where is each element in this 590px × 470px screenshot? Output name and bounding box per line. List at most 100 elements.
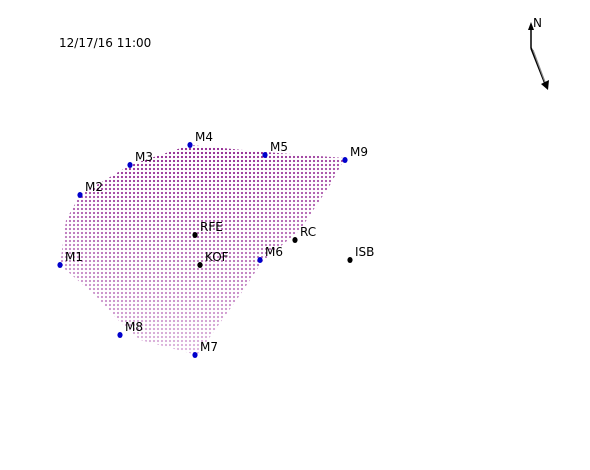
grid-point (196, 255, 200, 259)
grid-point (92, 247, 96, 251)
grid-point (332, 279, 336, 283)
grid-point (148, 351, 152, 355)
grid-point (160, 219, 164, 223)
grid-point (216, 307, 220, 311)
grid-point (280, 287, 284, 291)
grid-point (100, 295, 104, 299)
grid-point (168, 331, 172, 335)
grid-point (192, 183, 196, 187)
grid-point (84, 351, 88, 355)
grid-point (208, 307, 212, 311)
grid-point (284, 311, 288, 315)
grid-point (336, 279, 340, 283)
grid-point (328, 351, 332, 355)
grid-point (116, 211, 120, 215)
grid-point (296, 259, 300, 263)
grid-point (144, 231, 148, 235)
grid-point (260, 287, 264, 291)
grid-point (300, 191, 304, 195)
grid-point (332, 175, 336, 179)
grid-point (188, 183, 192, 187)
grid-point (344, 255, 345, 259)
grid-point (184, 163, 188, 167)
grid-point (96, 255, 100, 259)
grid-point (120, 299, 124, 303)
grid-point (328, 323, 332, 327)
grid-point (116, 323, 120, 327)
grid-point (80, 331, 84, 335)
grid-point (216, 303, 220, 307)
grid-point (144, 223, 148, 227)
grid-point (268, 339, 272, 343)
grid-point (208, 319, 212, 323)
grid-point (84, 327, 88, 331)
grid-point (264, 191, 268, 195)
grid-point (124, 159, 128, 163)
grid-point (112, 191, 116, 195)
grid-point (112, 243, 116, 247)
grid-point (224, 347, 228, 351)
grid-point (164, 259, 168, 263)
grid-point (300, 259, 304, 263)
grid-point (244, 211, 248, 215)
grid-point (160, 291, 164, 295)
grid-point (236, 199, 240, 203)
grid-point (220, 183, 224, 187)
grid-point (304, 147, 308, 151)
grid-point (164, 243, 168, 247)
grid-point (280, 211, 284, 215)
grid-point (100, 263, 104, 267)
grid-point (260, 183, 264, 187)
grid-point (148, 159, 152, 163)
grid-point (336, 339, 340, 343)
grid-point (260, 179, 264, 183)
grid-point (316, 315, 320, 319)
grid-point (344, 215, 345, 219)
grid-point (312, 179, 316, 183)
grid-point (180, 295, 184, 299)
grid-point (180, 315, 184, 319)
grid-point (228, 215, 232, 219)
grid-point (276, 231, 280, 235)
grid-point (316, 195, 320, 199)
grid-point (140, 171, 144, 175)
grid-point (272, 231, 276, 235)
grid-point (232, 347, 236, 351)
grid-point (200, 163, 204, 167)
grid-point (140, 211, 144, 215)
grid-point (148, 291, 152, 295)
grid-point (216, 187, 220, 191)
grid-point (336, 307, 340, 311)
grid-point (132, 215, 136, 219)
grid-point (180, 275, 184, 279)
grid-point (332, 343, 336, 347)
grid-point (268, 227, 272, 231)
grid-point (180, 235, 184, 239)
grid-point (156, 275, 160, 279)
grid-point (312, 171, 316, 175)
grid-point (184, 187, 188, 191)
grid-point (344, 287, 345, 291)
grid-point (328, 151, 332, 155)
grid-point (108, 275, 112, 279)
grid-point (128, 327, 132, 331)
grid-point (60, 235, 64, 239)
grid-point (244, 159, 248, 163)
grid-point (200, 227, 204, 231)
grid-point (324, 315, 328, 319)
grid-point (96, 315, 100, 319)
grid-point (228, 243, 232, 247)
grid-point (208, 211, 212, 215)
station-marker (57, 262, 63, 268)
grid-point (244, 223, 248, 227)
grid-point (336, 211, 340, 215)
grid-point (64, 231, 68, 235)
grid-point (212, 251, 216, 255)
grid-point (232, 275, 236, 279)
grid-point (300, 339, 304, 343)
grid-point (96, 307, 100, 311)
grid-point (264, 145, 268, 147)
grid-point (64, 327, 68, 331)
grid-point (152, 207, 156, 211)
